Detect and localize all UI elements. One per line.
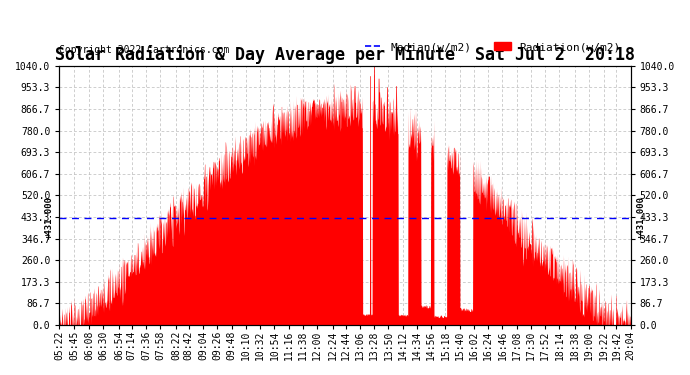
Title: Solar Radiation & Day Average per Minute  Sat Jul 2  20:18: Solar Radiation & Day Average per Minute… — [55, 45, 635, 64]
Text: Copyright 2022 Cartronics.com: Copyright 2022 Cartronics.com — [59, 45, 230, 56]
Text: +431.000: +431.000 — [45, 196, 54, 239]
Text: +431.000: +431.000 — [636, 196, 645, 239]
Legend: Median(w/m2), Radiation(w/m2): Median(w/m2), Radiation(w/m2) — [361, 38, 625, 57]
